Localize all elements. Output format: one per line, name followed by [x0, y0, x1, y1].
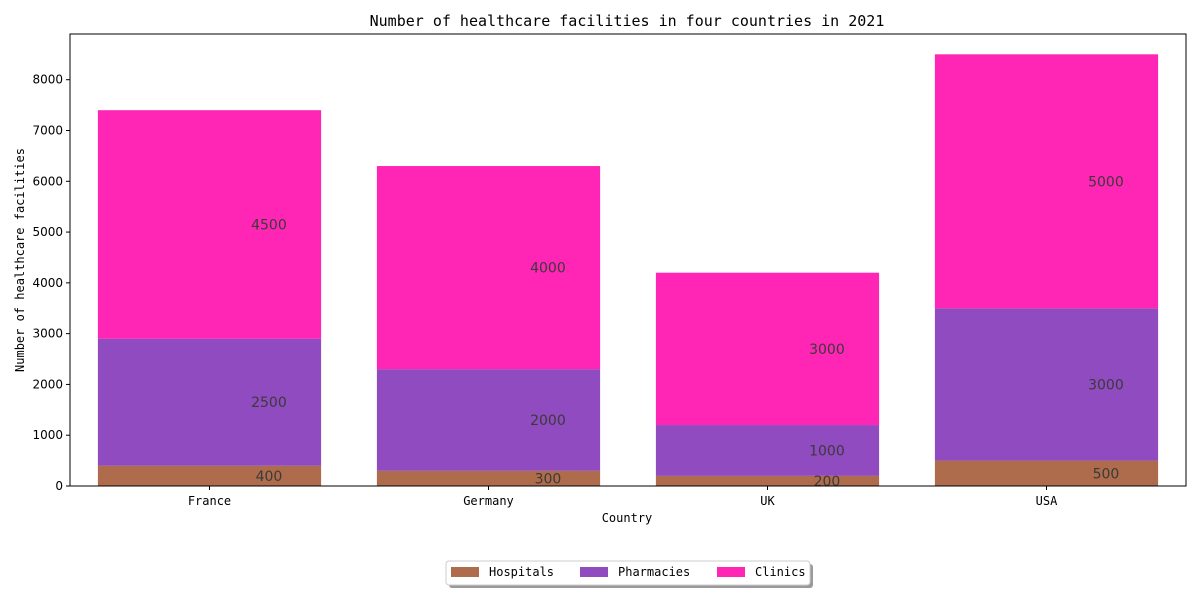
- legend-swatch-clinics: [717, 567, 745, 577]
- legend-swatch-pharmacies: [580, 567, 608, 577]
- chart-title: Number of healthcare facilities in four …: [370, 12, 885, 30]
- y-tick-label: 6000: [32, 174, 63, 188]
- x-tick-label: UK: [760, 494, 775, 508]
- legend: Hospitals Pharmacies Clinics: [445, 560, 813, 588]
- plot-area: 400 2500 4500 France 300 2000 4000 Germany 200 10…: [32, 33, 1187, 508]
- x-tick-label: France: [188, 494, 231, 508]
- data-label: 200: [814, 474, 841, 490]
- y-tick-label: 5000: [32, 225, 63, 239]
- bar-hospitals-germany: [376, 470, 601, 486]
- data-label: 3000: [1088, 377, 1124, 393]
- y-tick-label: 7000: [32, 123, 63, 137]
- data-label: 4500: [251, 217, 287, 233]
- data-label: 1000: [809, 443, 845, 459]
- plot-frame: [69, 33, 1187, 487]
- bar-clinics-usa: [934, 54, 1159, 309]
- x-tick-label: USA: [1036, 494, 1058, 508]
- bar-clinics-germany: [376, 166, 601, 370]
- x-axis-label: Country: [602, 511, 653, 525]
- legend-label-hospitals: Hospitals: [489, 565, 554, 579]
- data-label: 4000: [530, 261, 566, 277]
- legend-label-pharmacies: Pharmacies: [618, 565, 690, 579]
- y-tick-label: 8000: [32, 73, 63, 87]
- data-label: 300: [535, 471, 562, 487]
- bar-hospitals-uk: [655, 475, 880, 486]
- legend-label-clinics: Clinics: [755, 565, 806, 579]
- bar-clinics-uk: [655, 272, 880, 426]
- data-label: 2500: [251, 395, 287, 411]
- data-label: 2000: [530, 413, 566, 429]
- bar-pharmacies-usa: [934, 308, 1159, 461]
- bar-pharmacies-germany: [376, 369, 601, 471]
- y-tick-label: 4000: [32, 276, 63, 290]
- y-tick-label: 0: [55, 479, 63, 493]
- bar-pharmacies-france: [97, 338, 322, 466]
- bar-hospitals-france: [97, 465, 322, 486]
- data-label: 400: [256, 469, 283, 485]
- x-tick-label: Germany: [463, 494, 514, 508]
- bar-clinics-france: [97, 110, 322, 339]
- bar-pharmacies-uk: [655, 425, 880, 476]
- data-label: 5000: [1088, 174, 1124, 190]
- legend-swatch-hospitals: [451, 567, 479, 577]
- y-tick-label: 3000: [32, 327, 63, 341]
- y-tick-label: 2000: [32, 377, 63, 391]
- y-tick-label: 1000: [32, 428, 63, 442]
- data-label: 3000: [809, 342, 845, 358]
- bar-hospitals-usa: [934, 460, 1159, 486]
- data-label: 500: [1093, 466, 1120, 482]
- y-axis-label: Number of healthcare facilities: [13, 148, 27, 372]
